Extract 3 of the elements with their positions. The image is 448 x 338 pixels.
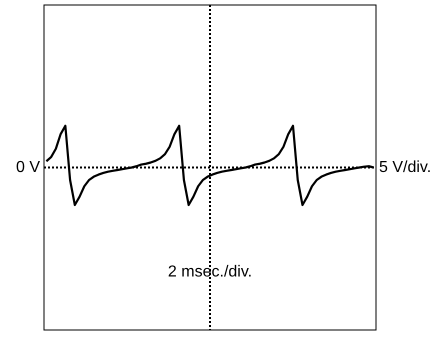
text: 2 msec./div.: [168, 263, 252, 280]
text: 5 V/div.: [379, 158, 432, 176]
text: 0 V: [16, 158, 40, 176]
